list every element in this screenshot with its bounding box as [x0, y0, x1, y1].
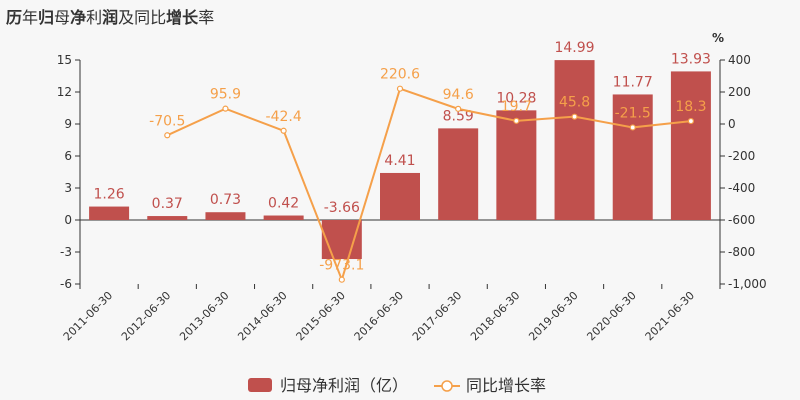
- y-left-tick-label: 3: [64, 181, 72, 195]
- y-left-tick-label: 12: [57, 85, 72, 99]
- x-tick-label: 2020-06-30: [584, 289, 638, 343]
- y-right-tick-label: -600: [728, 213, 755, 227]
- y-left-tick-label: 15: [57, 53, 72, 67]
- y-right-tick-label: -1,000: [728, 277, 767, 291]
- bar-data-label: 8.59: [443, 108, 474, 124]
- legend-bar-label: 归母净利润（亿）: [280, 376, 408, 395]
- title-char: 率: [198, 8, 215, 27]
- title-char: 归: [38, 8, 55, 27]
- legend-line-label: 同比增长率: [466, 376, 546, 395]
- title-char: 母: [54, 8, 71, 27]
- title-char: 净: [70, 8, 87, 27]
- y-right-tick-label: -200: [728, 149, 755, 163]
- legend-bar-swatch: [248, 378, 272, 392]
- y-left-tick-label: -6: [60, 277, 72, 291]
- bar-data-label: -3.66: [324, 200, 360, 216]
- growth-point: [164, 132, 171, 139]
- growth-data-label: 95.9: [210, 87, 241, 103]
- growth-data-label: 220.6: [380, 67, 420, 83]
- y-right-tick-label: 400: [728, 53, 751, 67]
- growth-data-label: -42.4: [266, 109, 302, 125]
- x-tick-label: 2017-06-30: [410, 289, 464, 343]
- title-char: 历: [6, 8, 23, 27]
- y-left-tick-label: 0: [64, 213, 72, 227]
- bar: [438, 128, 479, 220]
- growth-data-label: -21.5: [615, 105, 651, 121]
- title-char: 利: [86, 8, 103, 27]
- y-left-tick-label: 6: [64, 149, 72, 163]
- bar: [205, 212, 246, 220]
- title-char: 同: [134, 8, 151, 27]
- x-tick-label: 2012-06-30: [119, 289, 173, 343]
- growth-point: [280, 127, 287, 134]
- growth-point: [338, 276, 345, 283]
- x-tick-label: 2021-06-30: [643, 289, 697, 343]
- y-left-tick-label: -3: [60, 245, 72, 259]
- title-char: 长: [182, 8, 199, 27]
- bar: [263, 215, 304, 220]
- growth-point: [455, 105, 462, 112]
- title-char: 比: [150, 8, 167, 27]
- x-tick-label: 2013-06-30: [177, 289, 231, 343]
- y-right-unit: %: [712, 31, 724, 45]
- growth-point: [222, 105, 229, 112]
- growth-data-label: -70.5: [149, 113, 185, 129]
- bar: [321, 220, 362, 260]
- bar: [89, 206, 130, 220]
- title-char: 及: [118, 8, 135, 27]
- growth-data-label: 45.8: [559, 95, 590, 111]
- bar-data-label: 0.42: [268, 196, 299, 212]
- growth-data-label: 94.6: [443, 87, 474, 103]
- x-tick-label: 2011-06-30: [61, 289, 115, 343]
- bar: [147, 216, 188, 220]
- growth-point: [513, 117, 520, 124]
- y-right-tick-label: 0: [728, 117, 736, 131]
- bar-data-label: 0.37: [152, 196, 183, 212]
- title-char: 增: [166, 8, 183, 27]
- y-right-tick-label: -400: [728, 181, 755, 195]
- bar: [496, 110, 537, 220]
- x-tick-label: 2019-06-30: [526, 289, 580, 343]
- bar: [670, 71, 711, 220]
- growth-data-label: 18.3: [675, 99, 706, 115]
- bar-data-label: 14.99: [554, 40, 594, 56]
- bar-data-label: 4.41: [384, 153, 415, 169]
- bar-data-label: 13.93: [671, 51, 711, 67]
- bar: [554, 60, 595, 221]
- x-tick-label: 2018-06-30: [468, 289, 522, 343]
- title-char: 润: [102, 8, 119, 27]
- growth-point: [571, 113, 578, 120]
- growth-line: [166, 87, 692, 283]
- growth-data-label: 19.7: [501, 99, 532, 115]
- growth-point: [396, 85, 404, 92]
- bar-data-label: 0.73: [210, 192, 241, 208]
- bar: [380, 172, 420, 220]
- bar-data-label: 11.77: [613, 74, 653, 90]
- y-right-tick-label: 200: [728, 85, 751, 99]
- growth-data-label: -973.1: [319, 258, 364, 274]
- chart-title: 历年归母净利润及同比增长率: [6, 4, 214, 28]
- bar: [612, 94, 653, 220]
- bar-data-label: 10.28: [496, 90, 536, 106]
- title-char: 年: [22, 8, 39, 27]
- bar-data-label: 1.26: [94, 187, 125, 203]
- legend-line-marker: [441, 380, 453, 392]
- y-left-tick-label: 9: [64, 117, 72, 131]
- x-tick-label: 2016-06-30: [352, 289, 406, 343]
- x-tick-label: 2015-06-30: [294, 289, 348, 343]
- growth-point: [687, 117, 695, 125]
- growth-point: [629, 124, 636, 131]
- y-right-tick-label: -800: [728, 245, 755, 259]
- x-tick-label: 2014-06-30: [235, 289, 289, 343]
